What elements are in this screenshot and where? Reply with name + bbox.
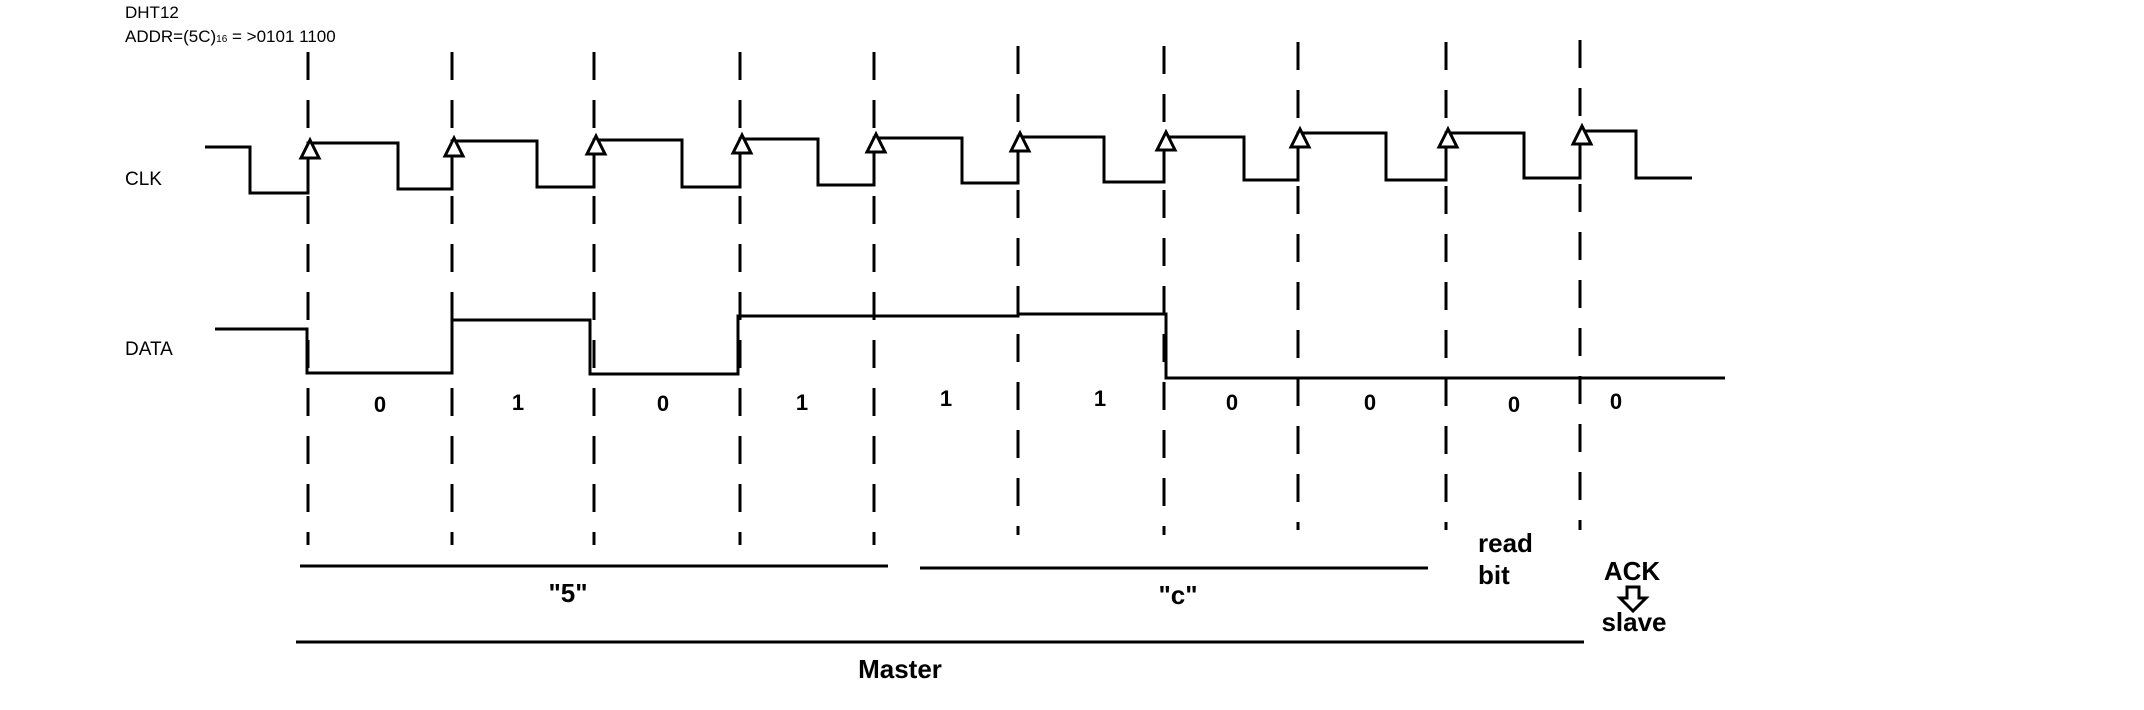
data-waveform [215,312,1725,380]
address-suffix: = >0101 1100 [227,27,335,46]
edge-arrow-5 [864,130,888,154]
edge-arrow-3 [584,132,608,156]
address-prefix: ADDR=(5C) [125,27,216,46]
nibble-high-label: "5" [548,578,587,608]
edge-arrow-8 [1288,125,1312,149]
edge-arrow-6 [1008,129,1032,153]
address-text: ADDR=(5C)16 = >0101 1100 [125,27,336,46]
edge-arrow-4 [730,131,754,155]
bit-value-8: 0 [1364,390,1376,415]
edge-arrow-10 [1570,122,1594,146]
bit-value-6: 1 [1094,386,1106,411]
edge-arrow-2 [442,134,466,158]
bit-value-2: 1 [512,390,524,415]
edge-arrow-7 [1154,128,1178,152]
ack-label: ACK [1604,556,1661,586]
group-brackets [296,564,1584,644]
address-subscript: 16 [216,34,228,45]
bit-value-10: 0 [1610,389,1622,414]
clk-label: CLK [125,169,162,190]
edge-arrow-9 [1436,125,1460,149]
bit-value-3: 0 [657,391,669,416]
read-bit-label-line2: bit [1478,560,1510,590]
bit-value-7: 0 [1226,390,1238,415]
clk-waveform [205,129,1692,195]
device-name: DHT12 [125,3,179,22]
clk-edge-arrows [298,122,1594,160]
bit-values: 0 1 0 1 1 1 0 0 0 0 [374,386,1622,417]
read-bit-label-line1: read [1478,528,1533,558]
bit-value-1: 0 [374,392,386,417]
bit-value-5: 1 [940,386,952,411]
data-label: DATA [125,339,173,360]
bit-value-9: 0 [1508,392,1520,417]
master-label: Master [858,654,942,684]
down-arrow-icon [1616,585,1650,614]
edge-arrow-1 [298,136,322,160]
nibble-low-label: "c" [1158,580,1197,610]
bit-value-4: 1 [796,390,808,415]
dashed-guide-lines [306,40,1582,545]
